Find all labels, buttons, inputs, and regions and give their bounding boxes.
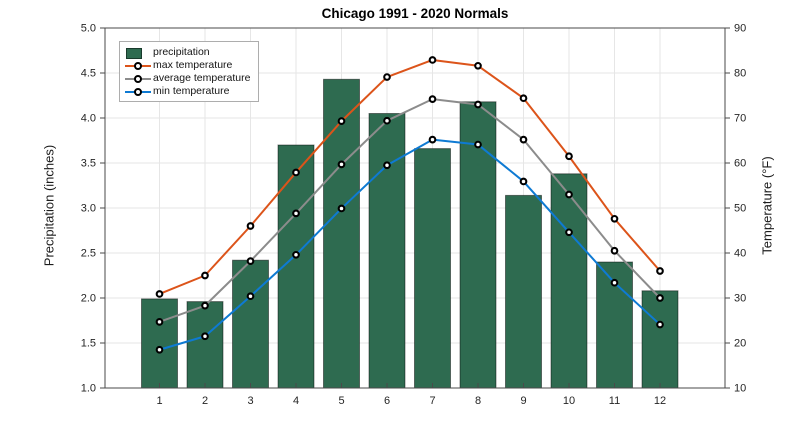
min-temperature-marker (292, 250, 300, 259)
y-tick-label-right: 60 (734, 158, 746, 170)
x-tick-label: 10 (563, 395, 575, 407)
y-tick-label-right: 90 (734, 23, 746, 35)
x-tick-label: 8 (475, 395, 481, 407)
min-temperature-marker (656, 320, 664, 329)
average-temperature-line-icon (125, 73, 153, 84)
x-tick-label: 1 (156, 395, 162, 407)
precipitation-bar-month-1 (141, 298, 178, 389)
y-tick-label-left: 1.0 (81, 383, 96, 395)
x-tick-label: 3 (247, 395, 253, 407)
y-tick-label-left: 5.0 (81, 23, 96, 35)
max-temperature-marker (519, 94, 528, 103)
x-tick-label: 11 (609, 395, 620, 407)
max-temperature-marker (428, 56, 437, 64)
max-temperature-marker (656, 267, 664, 275)
x-tick-label: 7 (429, 395, 435, 407)
y-tick-label-left: 2.5 (81, 248, 96, 260)
min-temperature-line (159, 138, 661, 351)
precipitation-bar-month-3 (232, 259, 269, 389)
max-temperature-marker (292, 168, 300, 177)
y-tick-label-right: 20 (734, 338, 746, 350)
precipitation-bar-month-10 (550, 173, 588, 389)
legend-label-average-temperature: average temperature (153, 72, 251, 84)
chart-title: Chicago 1991 - 2020 Normals (321, 6, 509, 21)
precipitation-bars (141, 78, 679, 389)
max-temperature-line-icon (125, 60, 153, 71)
avg-temperature-marker (428, 95, 437, 103)
avg-temperature-marker (565, 190, 573, 199)
y-tick-label-left: 2.0 (81, 293, 96, 305)
avg-temperature-marker (201, 301, 209, 310)
legend-label-precipitation: precipitation (153, 46, 210, 58)
min-temperature-marker (337, 204, 346, 213)
precipitation-swatch-icon (125, 47, 153, 59)
legend-label-min-temperature: min temperature (153, 85, 230, 97)
legend-item-min-temperature[interactable]: min temperature (125, 85, 253, 98)
avg-temperature-marker (292, 209, 300, 218)
axes-box (100, 27, 730, 389)
min-temperature-marker (610, 278, 619, 287)
x-tick-label: 5 (338, 395, 344, 407)
precipitation-bar-month-7 (414, 148, 451, 389)
legend-label-max-temperature: max temperature (153, 59, 233, 71)
y-tick-label-right: 30 (734, 293, 746, 305)
min-temperature-marker (519, 177, 528, 186)
avg-temperature-marker (610, 246, 619, 255)
avg-temperature-marker (383, 116, 391, 125)
max-temperature-marker (565, 152, 573, 161)
x-tick-label: 9 (520, 395, 526, 407)
min-temperature-marker (246, 292, 255, 301)
min-temperature-marker (383, 161, 391, 170)
precipitation-bar-month-2 (186, 301, 224, 389)
y-tick-label-left: 4.5 (81, 68, 96, 80)
y-tick-label-right: 70 (734, 113, 746, 125)
precipitation-bar-month-12 (641, 290, 679, 389)
avg-temperature-marker (155, 318, 164, 326)
legend-item-precipitation[interactable]: precipitation (125, 46, 253, 59)
max-temperature-marker (201, 271, 209, 280)
y-tick-label-right: 80 (734, 68, 746, 80)
max-temperature-marker (246, 222, 255, 230)
x-tick-label: 2 (202, 395, 208, 407)
precipitation-bar-month-8 (459, 101, 497, 389)
max-temperature-line (159, 58, 661, 295)
avg-temperature-marker (474, 100, 482, 109)
avg-temperature-line (159, 98, 661, 323)
precipitation-bar-month-6 (368, 113, 406, 389)
precipitation-bar-month-5 (323, 78, 360, 389)
legend[interactable]: precipitation max temperature average te… (119, 41, 259, 102)
avg-temperature-marker (656, 294, 664, 302)
legend-item-max-temperature[interactable]: max temperature (125, 59, 253, 72)
y-tick-label-right: 50 (734, 203, 746, 215)
y-tick-label-right: 40 (734, 248, 746, 260)
y-tick-label-left: 4.0 (81, 113, 96, 125)
min-temperature-marker (155, 345, 164, 354)
tick-labels: 1.0 10 1.5 20 2.0 30 2.5 40 3.0 50 3.5 60 4.0 70 4.5 80… (81, 23, 747, 408)
x-tick-label: 12 (654, 395, 666, 407)
min-temperature-marker (201, 332, 209, 341)
max-temperature-marker (474, 61, 482, 70)
min-temperature-marker (565, 228, 573, 237)
avg-temperature-marker (337, 160, 346, 169)
min-temperature-line-icon (125, 86, 153, 97)
legend-item-average-temperature[interactable]: average temperature (125, 72, 253, 85)
max-temperature-marker (155, 290, 164, 298)
y-tick-label-left: 1.5 (81, 338, 96, 350)
max-temperature-marker (383, 73, 391, 81)
min-temperature-marker (428, 135, 437, 144)
max-temperature-marker (610, 214, 619, 223)
precipitation-bar-month-9 (505, 194, 542, 389)
y-tick-label-right: 10 (734, 383, 746, 395)
max-temperature-marker (337, 117, 346, 125)
y-tick-label-left: 3.5 (81, 158, 96, 170)
avg-temperature-marker (246, 257, 255, 265)
min-temperature-marker (474, 140, 482, 149)
y-tick-label-left: 3.0 (81, 203, 96, 215)
x-tick-label: 4 (293, 395, 299, 407)
x-tick-label: 6 (384, 395, 390, 407)
avg-temperature-marker (519, 135, 528, 144)
